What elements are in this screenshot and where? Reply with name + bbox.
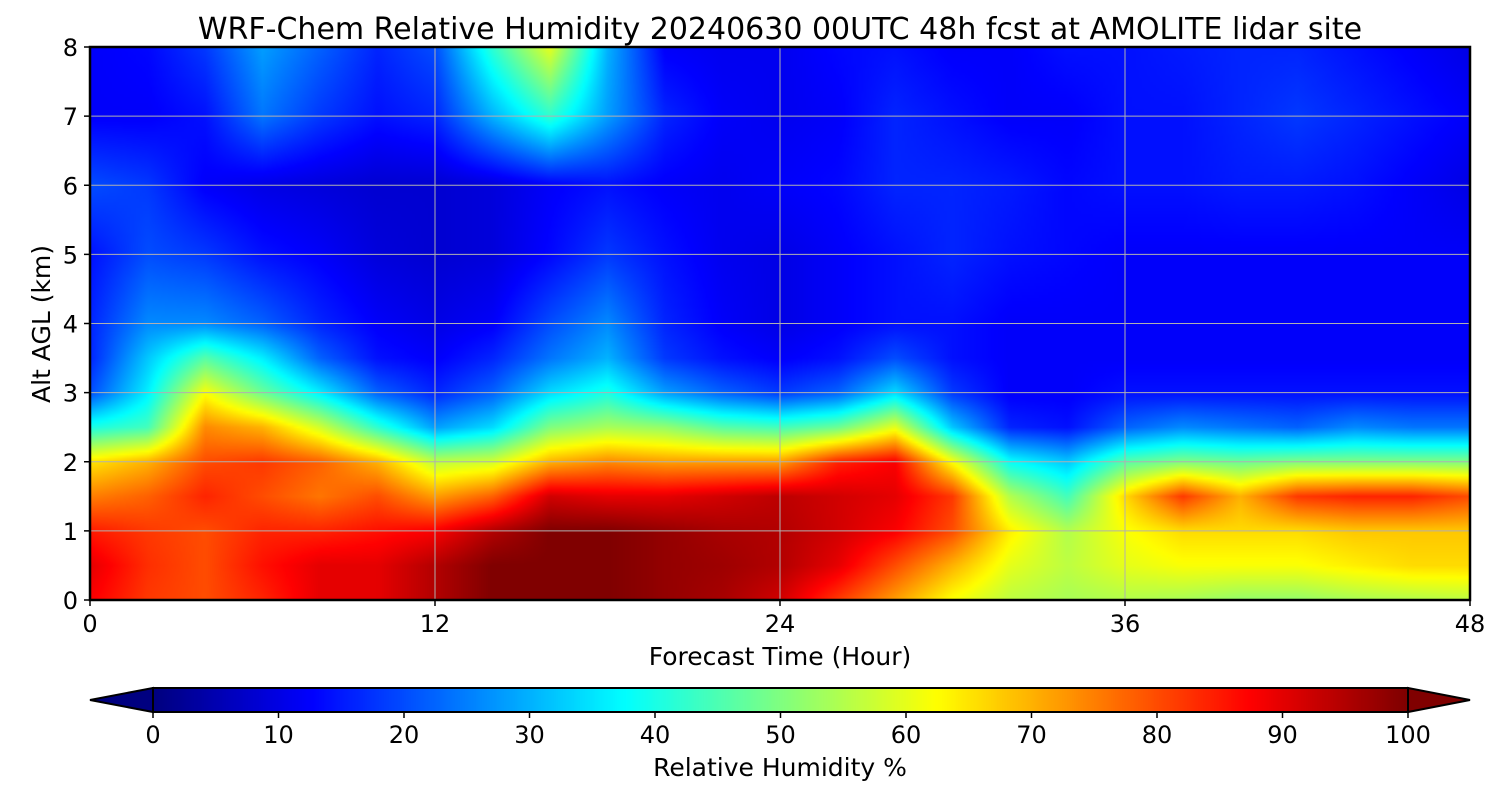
y-tick-label: 1 <box>63 518 78 546</box>
colorbar-tick-label: 40 <box>640 721 671 749</box>
colorbar-tick-label: 60 <box>891 721 922 749</box>
colorbar-gradient <box>153 688 1408 712</box>
colorbar-tick-label: 90 <box>1267 721 1298 749</box>
colorbar-tick-label: 30 <box>514 721 545 749</box>
y-tick-label: 6 <box>63 172 78 200</box>
y-axis: 0 1 2 3 4 5 6 7 8 <box>63 34 90 615</box>
x-axis-label: Forecast Time (Hour) <box>649 642 912 671</box>
colorbar-tick-label: 0 <box>145 721 160 749</box>
x-tick-label: 12 <box>420 610 451 638</box>
chart-title: WRF-Chem Relative Humidity 20240630 00UT… <box>198 12 1362 47</box>
y-tick-label: 4 <box>63 311 78 339</box>
colorbar-tick-label: 20 <box>389 721 420 749</box>
colorbar-extend-low <box>89 686 154 714</box>
y-tick-label: 5 <box>63 241 78 269</box>
colorbar-tick-label: 50 <box>765 721 796 749</box>
y-tick-label: 3 <box>63 380 78 408</box>
colorbar-tick-label: 10 <box>263 721 294 749</box>
y-tick-label: 2 <box>63 449 78 477</box>
colorbar-tick-label: 70 <box>1016 721 1047 749</box>
x-axis: 0 12 24 36 48 <box>82 600 1485 638</box>
x-tick-label: 36 <box>1110 610 1141 638</box>
y-tick-label: 7 <box>63 103 78 131</box>
colorbar-ticks: 0 10 20 30 40 50 60 70 80 90 100 <box>145 712 1431 749</box>
colorbar: 0 10 20 30 40 50 60 70 80 90 100 Relative Humidity… <box>89 686 1471 782</box>
colorbar-extend-high <box>1407 686 1471 714</box>
x-tick-label: 48 <box>1455 610 1486 638</box>
plot-area <box>88 45 1472 602</box>
x-tick-label: 0 <box>82 610 97 638</box>
colorbar-tick-label: 80 <box>1142 721 1173 749</box>
x-tick-label: 24 <box>765 610 796 638</box>
colorbar-label: Relative Humidity % <box>653 753 907 782</box>
y-axis-label: Alt AGL (km) <box>27 245 56 403</box>
colorbar-tick-label: 100 <box>1385 721 1431 749</box>
y-tick-label: 8 <box>63 34 78 62</box>
y-tick-label: 0 <box>63 587 78 615</box>
